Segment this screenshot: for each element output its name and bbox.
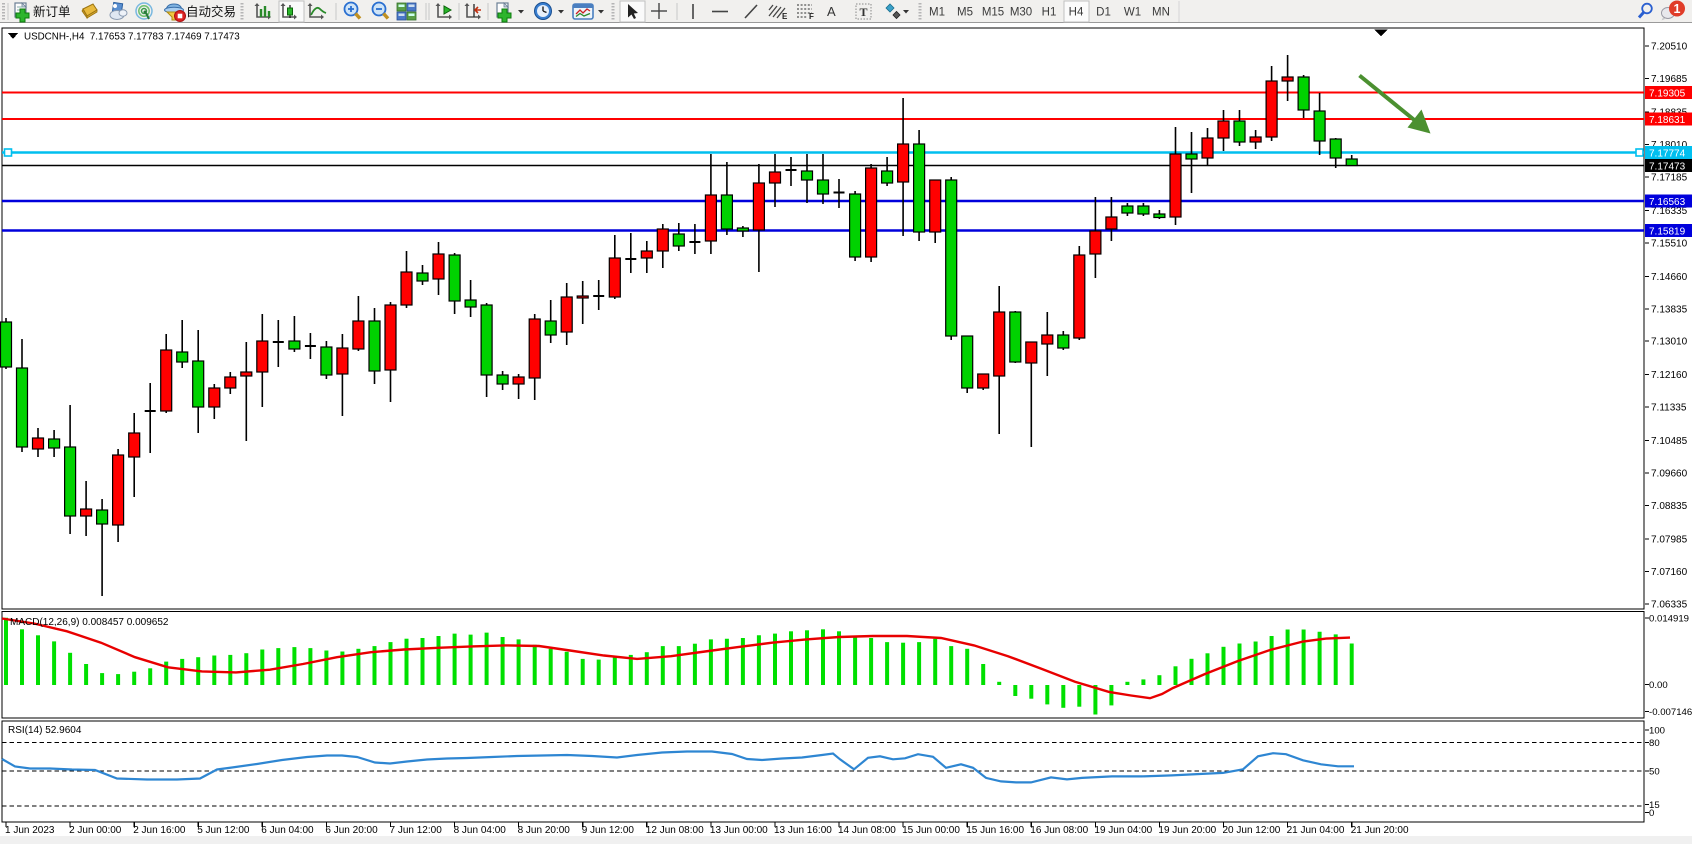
svg-text:A: A <box>827 4 836 19</box>
svg-text:13 Jun 00:00: 13 Jun 00:00 <box>710 825 768 836</box>
svg-text:19 Jun 04:00: 19 Jun 04:00 <box>1094 825 1152 836</box>
svg-text:9 Jun 12:00: 9 Jun 12:00 <box>582 825 635 836</box>
svg-text:M30: M30 <box>1010 7 1032 19</box>
svg-text:7.14660: 7.14660 <box>1651 272 1688 283</box>
svg-text:20 Jun 12:00: 20 Jun 12:00 <box>1223 825 1281 836</box>
svg-text:7.13835: 7.13835 <box>1651 304 1688 315</box>
svg-text:15: 15 <box>1649 800 1660 811</box>
svg-text:19 Jun 20:00: 19 Jun 20:00 <box>1158 825 1216 836</box>
svg-text:7.15819: 7.15819 <box>1649 226 1686 237</box>
svg-text:新订单: 新订单 <box>33 4 71 19</box>
svg-text:T: T <box>860 5 868 19</box>
svg-text:15 Jun 00:00: 15 Jun 00:00 <box>902 825 960 836</box>
svg-text:1 Jun 2023: 1 Jun 2023 <box>5 825 55 836</box>
svg-text:7.07985: 7.07985 <box>1651 535 1688 546</box>
svg-text:7.19685: 7.19685 <box>1651 74 1688 85</box>
svg-text:13 Jun 16:00: 13 Jun 16:00 <box>774 825 832 836</box>
svg-text:21 Jun 04:00: 21 Jun 04:00 <box>1287 825 1345 836</box>
svg-text:7.13010: 7.13010 <box>1651 337 1688 348</box>
svg-text:0: 0 <box>1649 808 1654 819</box>
svg-text:16 Jun 08:00: 16 Jun 08:00 <box>1030 825 1088 836</box>
svg-text:8 Jun 04:00: 8 Jun 04:00 <box>454 825 507 836</box>
svg-text:W1: W1 <box>1124 7 1141 19</box>
svg-text:M1: M1 <box>929 7 945 19</box>
svg-text:M5: M5 <box>957 7 973 19</box>
svg-text:7.16563: 7.16563 <box>1649 197 1686 208</box>
svg-text:8 Jun 20:00: 8 Jun 20:00 <box>518 825 571 836</box>
svg-text:6 Jun 04:00: 6 Jun 04:00 <box>261 825 314 836</box>
svg-text:USDCNH-,H4 7.17653 7.17783 7.: USDCNH-,H4 7.17653 7.17783 7.17469 7.174… <box>24 32 240 43</box>
svg-text:50: 50 <box>1649 767 1660 778</box>
svg-text:5 Jun 12:00: 5 Jun 12:00 <box>197 825 250 836</box>
svg-text:7.16335: 7.16335 <box>1651 206 1688 217</box>
svg-text:-0.007146: -0.007146 <box>1649 707 1692 718</box>
svg-text:F: F <box>809 12 814 21</box>
svg-text:21 Jun 20:00: 21 Jun 20:00 <box>1351 825 1409 836</box>
svg-text:MACD(12,26,9) 0.008457 0.00965: MACD(12,26,9) 0.008457 0.009652 <box>10 617 169 628</box>
svg-text:7.17473: 7.17473 <box>1649 161 1686 172</box>
svg-text:M15: M15 <box>982 7 1004 19</box>
svg-text:MN: MN <box>1152 7 1170 19</box>
svg-text:H4: H4 <box>1069 7 1084 19</box>
svg-text:H1: H1 <box>1042 7 1057 19</box>
svg-text:7.18631: 7.18631 <box>1649 115 1686 126</box>
svg-text:7.10485: 7.10485 <box>1651 436 1688 447</box>
svg-text:12 Jun 08:00: 12 Jun 08:00 <box>646 825 704 836</box>
svg-text:6 Jun 20:00: 6 Jun 20:00 <box>325 825 378 836</box>
svg-text:7.19305: 7.19305 <box>1649 88 1686 99</box>
svg-text:0.00: 0.00 <box>1649 680 1668 691</box>
svg-text:D1: D1 <box>1096 7 1111 19</box>
svg-text:2 Jun 00:00: 2 Jun 00:00 <box>69 825 122 836</box>
svg-text:7.18010: 7.18010 <box>1651 140 1688 151</box>
svg-text:15 Jun 16:00: 15 Jun 16:00 <box>966 825 1024 836</box>
svg-text:100: 100 <box>1649 725 1665 736</box>
svg-text:0.014919: 0.014919 <box>1649 614 1689 625</box>
svg-text:7.11335: 7.11335 <box>1651 403 1687 414</box>
svg-text:7.07160: 7.07160 <box>1651 567 1688 578</box>
svg-text:7.15510: 7.15510 <box>1651 238 1688 249</box>
svg-text:7.08835: 7.08835 <box>1651 501 1688 512</box>
svg-text:1: 1 <box>1674 2 1681 16</box>
svg-text:14 Jun 08:00: 14 Jun 08:00 <box>838 825 896 836</box>
svg-text:80: 80 <box>1649 738 1660 749</box>
svg-text:RSI(14) 52.9604: RSI(14) 52.9604 <box>8 725 82 736</box>
svg-text:自动交易: 自动交易 <box>186 4 236 19</box>
svg-text:7.12160: 7.12160 <box>1651 370 1688 381</box>
svg-text:E: E <box>782 12 788 21</box>
svg-text:7.20510: 7.20510 <box>1651 42 1688 53</box>
svg-text:7.17185: 7.17185 <box>1651 172 1688 183</box>
svg-text:7.06335: 7.06335 <box>1651 600 1688 611</box>
svg-text:7 Jun 12:00: 7 Jun 12:00 <box>390 825 443 836</box>
svg-text:2 Jun 16:00: 2 Jun 16:00 <box>133 825 186 836</box>
svg-text:7.17774: 7.17774 <box>1649 148 1686 159</box>
svg-text:7.09660: 7.09660 <box>1651 469 1688 480</box>
